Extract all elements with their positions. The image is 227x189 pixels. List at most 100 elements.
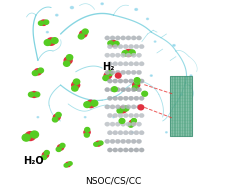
- Ellipse shape: [105, 53, 110, 57]
- Ellipse shape: [113, 131, 118, 135]
- Ellipse shape: [126, 36, 131, 40]
- Ellipse shape: [115, 70, 120, 74]
- Ellipse shape: [121, 139, 126, 143]
- Ellipse shape: [132, 132, 133, 133]
- Ellipse shape: [121, 70, 126, 74]
- Ellipse shape: [123, 96, 128, 100]
- Ellipse shape: [84, 117, 86, 118]
- Ellipse shape: [131, 139, 136, 143]
- Ellipse shape: [129, 96, 133, 100]
- Ellipse shape: [137, 139, 141, 143]
- Ellipse shape: [37, 117, 39, 118]
- Ellipse shape: [139, 62, 144, 66]
- Ellipse shape: [134, 44, 139, 49]
- Ellipse shape: [121, 122, 126, 126]
- Ellipse shape: [137, 36, 141, 40]
- Ellipse shape: [113, 96, 118, 100]
- Ellipse shape: [44, 150, 49, 155]
- Ellipse shape: [86, 100, 95, 108]
- Ellipse shape: [38, 21, 43, 25]
- Ellipse shape: [25, 132, 35, 140]
- Ellipse shape: [131, 53, 136, 57]
- Ellipse shape: [110, 53, 115, 57]
- Ellipse shape: [103, 76, 109, 81]
- Ellipse shape: [129, 44, 133, 49]
- Ellipse shape: [44, 20, 49, 24]
- Ellipse shape: [91, 100, 98, 106]
- Ellipse shape: [84, 133, 89, 137]
- Ellipse shape: [46, 32, 48, 33]
- Ellipse shape: [118, 131, 123, 135]
- Ellipse shape: [110, 40, 117, 46]
- Ellipse shape: [32, 71, 38, 76]
- Ellipse shape: [110, 70, 115, 74]
- Ellipse shape: [22, 134, 30, 141]
- Ellipse shape: [85, 128, 90, 132]
- Ellipse shape: [147, 18, 148, 20]
- Ellipse shape: [135, 9, 138, 10]
- Ellipse shape: [115, 53, 120, 57]
- Ellipse shape: [126, 122, 131, 126]
- Ellipse shape: [134, 80, 140, 85]
- Ellipse shape: [107, 44, 112, 49]
- Ellipse shape: [107, 113, 112, 118]
- Ellipse shape: [110, 88, 115, 92]
- Ellipse shape: [117, 108, 123, 113]
- Ellipse shape: [123, 79, 128, 83]
- Ellipse shape: [129, 148, 133, 152]
- Ellipse shape: [42, 155, 47, 160]
- Ellipse shape: [105, 105, 110, 109]
- Ellipse shape: [115, 105, 120, 109]
- Ellipse shape: [110, 139, 115, 143]
- Ellipse shape: [51, 38, 58, 43]
- Ellipse shape: [142, 91, 148, 96]
- Ellipse shape: [96, 141, 101, 146]
- Ellipse shape: [129, 50, 135, 55]
- Ellipse shape: [134, 148, 139, 152]
- Ellipse shape: [110, 36, 115, 40]
- Ellipse shape: [129, 120, 136, 125]
- Ellipse shape: [137, 53, 141, 57]
- Ellipse shape: [56, 147, 61, 151]
- Ellipse shape: [60, 143, 65, 148]
- Ellipse shape: [34, 92, 40, 97]
- Ellipse shape: [119, 106, 127, 113]
- Ellipse shape: [139, 148, 144, 152]
- Ellipse shape: [137, 105, 141, 109]
- Ellipse shape: [31, 91, 37, 98]
- Ellipse shape: [73, 79, 80, 84]
- Ellipse shape: [134, 113, 139, 118]
- Ellipse shape: [138, 105, 144, 110]
- Ellipse shape: [57, 145, 64, 150]
- Ellipse shape: [40, 20, 47, 25]
- Ellipse shape: [123, 106, 129, 111]
- Ellipse shape: [118, 62, 123, 66]
- Ellipse shape: [38, 68, 43, 73]
- Ellipse shape: [110, 105, 115, 109]
- Ellipse shape: [94, 142, 98, 146]
- Ellipse shape: [113, 148, 118, 152]
- Ellipse shape: [72, 82, 80, 88]
- Ellipse shape: [166, 132, 167, 133]
- Ellipse shape: [123, 131, 128, 135]
- Ellipse shape: [129, 113, 133, 118]
- Ellipse shape: [67, 55, 73, 60]
- Ellipse shape: [181, 94, 183, 95]
- Ellipse shape: [126, 53, 131, 57]
- Ellipse shape: [134, 62, 139, 66]
- Ellipse shape: [129, 131, 133, 135]
- Ellipse shape: [118, 113, 123, 118]
- Ellipse shape: [126, 139, 131, 143]
- Text: NSOC/CS/CC: NSOC/CS/CC: [85, 176, 142, 185]
- Ellipse shape: [114, 41, 119, 46]
- Ellipse shape: [101, 3, 103, 5]
- Ellipse shape: [118, 79, 123, 83]
- Ellipse shape: [139, 44, 144, 49]
- Ellipse shape: [129, 62, 133, 66]
- Ellipse shape: [115, 122, 120, 126]
- Ellipse shape: [121, 105, 126, 109]
- Ellipse shape: [107, 79, 112, 83]
- Ellipse shape: [34, 69, 42, 75]
- Ellipse shape: [154, 41, 156, 42]
- Ellipse shape: [134, 131, 139, 135]
